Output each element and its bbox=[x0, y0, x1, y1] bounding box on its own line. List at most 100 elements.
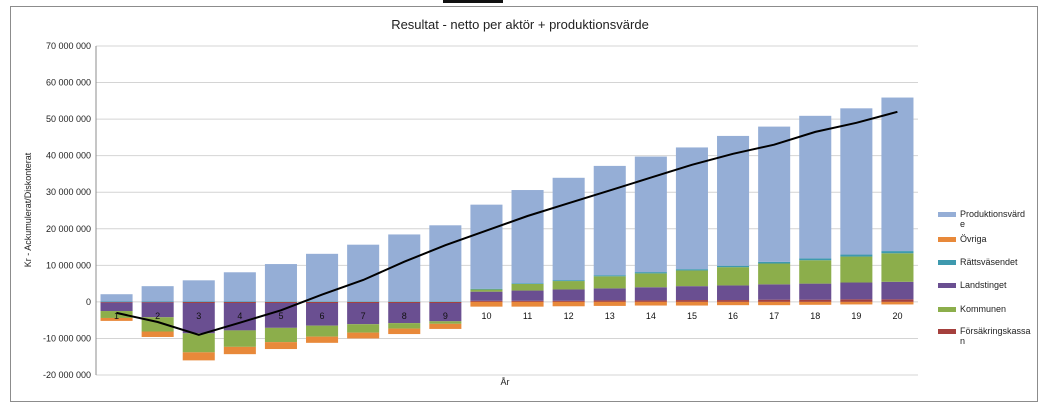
x-tick-label: 9 bbox=[443, 311, 448, 321]
bar-segment bbox=[799, 283, 832, 300]
bar-segment bbox=[100, 317, 133, 321]
bar-segment bbox=[552, 280, 585, 282]
y-tick-label: 40 000 000 bbox=[46, 151, 91, 161]
bar-segment bbox=[840, 301, 873, 305]
bar-segment bbox=[511, 300, 544, 302]
bar-segment bbox=[511, 290, 544, 301]
bar-segment bbox=[799, 260, 832, 284]
bar-segment bbox=[182, 301, 215, 303]
legend-swatch bbox=[938, 283, 956, 288]
bar-segment bbox=[758, 263, 791, 285]
total-line-path bbox=[116, 110, 898, 336]
x-tick-label: 13 bbox=[605, 311, 615, 321]
bar-segment bbox=[634, 273, 667, 288]
bar-segment bbox=[881, 299, 914, 302]
bar-segment bbox=[182, 352, 215, 361]
bar-segment bbox=[306, 301, 339, 303]
legend-label: Landstinget bbox=[960, 280, 1007, 290]
bar-segment bbox=[347, 301, 380, 302]
bar-segment bbox=[675, 301, 708, 306]
y-tick-label: 60 000 000 bbox=[46, 78, 91, 88]
bar-segment bbox=[799, 301, 832, 305]
bar-segment bbox=[429, 323, 462, 329]
legend-label: Övriga bbox=[960, 234, 987, 244]
bar-segment bbox=[429, 302, 462, 322]
chart-title: Resultat - netto per aktör + produktions… bbox=[391, 17, 649, 32]
legend-label: Kommunen bbox=[960, 304, 1006, 314]
bar-segment bbox=[388, 234, 421, 302]
bar-segment bbox=[593, 288, 626, 301]
x-tick-label: 7 bbox=[361, 311, 366, 321]
bar-segment bbox=[552, 300, 585, 302]
bar-segment bbox=[881, 97, 914, 252]
bar-segment bbox=[511, 190, 544, 284]
bar-segment bbox=[182, 280, 215, 302]
x-axis-label: År bbox=[501, 377, 510, 387]
bar-segment bbox=[675, 270, 708, 287]
bar-segment bbox=[264, 342, 297, 350]
x-tick-label: 15 bbox=[687, 311, 697, 321]
bar-segment bbox=[840, 254, 873, 257]
bar-segment bbox=[840, 299, 873, 302]
legend-swatch bbox=[938, 307, 956, 312]
bar-segment bbox=[388, 301, 421, 302]
y-axis-label: Kr - Ackumulerat/Diskonterat bbox=[23, 152, 33, 267]
bar-segment bbox=[511, 283, 544, 284]
bar-segment bbox=[223, 330, 256, 347]
y-tick-label: 70 000 000 bbox=[46, 41, 91, 51]
total-line bbox=[116, 110, 898, 336]
bar-segment bbox=[511, 301, 544, 307]
bar-segment bbox=[429, 321, 462, 324]
x-tick-label: 18 bbox=[810, 311, 820, 321]
bar-segment bbox=[758, 301, 791, 306]
bar-segment bbox=[182, 301, 215, 303]
bar-segment bbox=[470, 291, 503, 301]
x-tick-label: 20 bbox=[892, 311, 902, 321]
y-tick-label: 10 000 000 bbox=[46, 260, 91, 270]
bar-segment bbox=[223, 346, 256, 355]
bar-segment bbox=[470, 288, 503, 290]
legend-swatch bbox=[938, 260, 956, 265]
bar-segment bbox=[100, 294, 133, 302]
bar-segment bbox=[552, 301, 585, 307]
x-tick-label: 16 bbox=[728, 311, 738, 321]
bar-segment bbox=[799, 115, 832, 259]
x-tick-label: 19 bbox=[851, 311, 861, 321]
bar-segment bbox=[223, 272, 256, 302]
bar-segment bbox=[881, 251, 914, 254]
legend-label: Rättsväsendet bbox=[960, 257, 1018, 267]
bar-segment bbox=[758, 126, 791, 262]
bar-segment bbox=[182, 302, 215, 334]
bar-segment bbox=[470, 301, 503, 307]
bar-segment bbox=[593, 301, 626, 306]
bar-segment bbox=[717, 285, 750, 301]
bar-segment bbox=[840, 256, 873, 283]
bar-segment bbox=[552, 281, 585, 290]
bar-segment bbox=[511, 283, 544, 291]
bar-segment bbox=[717, 267, 750, 286]
legend-swatch bbox=[938, 237, 956, 242]
bar-segment bbox=[675, 286, 708, 301]
bar-segment bbox=[881, 253, 914, 282]
bar-segment bbox=[100, 302, 133, 312]
bar-segment bbox=[470, 204, 503, 289]
bar-segment bbox=[799, 258, 832, 261]
x-tick-label: 12 bbox=[564, 311, 574, 321]
bar-segment bbox=[593, 300, 626, 302]
bar-segment bbox=[182, 333, 215, 353]
bar-segment bbox=[100, 301, 133, 303]
bar-segment bbox=[634, 300, 667, 302]
x-tick-label: 8 bbox=[402, 311, 407, 321]
bar-segment bbox=[634, 287, 667, 301]
legend-swatch bbox=[938, 329, 956, 334]
bar-segment bbox=[675, 300, 708, 302]
bar-segment bbox=[264, 264, 297, 302]
bar-segment bbox=[306, 301, 339, 302]
bar-segment bbox=[100, 301, 133, 303]
bar-segment bbox=[634, 301, 667, 306]
bar-segment bbox=[429, 301, 462, 303]
bar-segment bbox=[840, 108, 873, 255]
legend: Produktionsvärd e Övriga Rättsväsendet Lands… bbox=[938, 209, 1031, 346]
bars bbox=[100, 97, 914, 361]
